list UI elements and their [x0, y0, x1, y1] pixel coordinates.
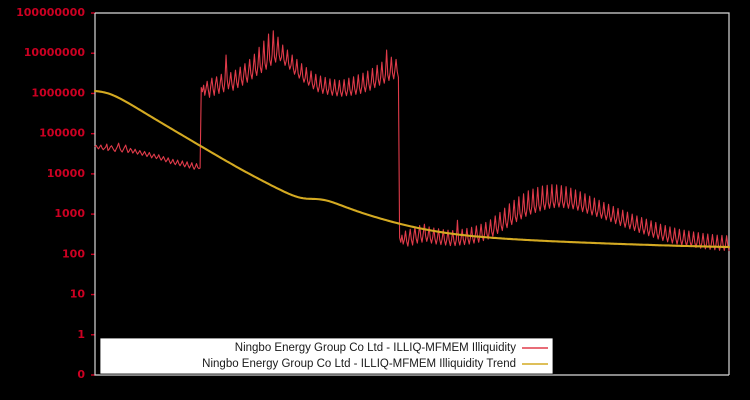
y-axis-tick-marks — [91, 12, 95, 376]
y-axis-tick-label: 0 — [77, 368, 85, 381]
y-axis-tick-label: 10000 — [47, 167, 86, 180]
chart-legend[interactable]: Ningbo Energy Group Co Ltd - ILLIQ-MFMEM… — [99, 337, 554, 375]
legend-label-trend: Ningbo Energy Group Co Ltd - ILLIQ-MFMEM… — [202, 358, 516, 370]
y-axis-tick-label: 100000 — [39, 127, 85, 140]
legend-label-illiquidity: Ningbo Energy Group Co Ltd - ILLIQ-MFMEM… — [235, 342, 516, 354]
y-axis-tick-labels: 1000000001000000010000001000001000010001… — [16, 6, 85, 381]
y-axis-tick-label: 100 — [62, 247, 85, 260]
y-axis-tick-label: 10000000 — [24, 46, 86, 59]
y-axis-tick-label: 1000000 — [31, 86, 85, 99]
data-series-layer — [93, 30, 731, 252]
legend-background — [99, 337, 554, 375]
series-trend-line — [93, 89, 731, 249]
y-axis-tick-label: 1000 — [54, 207, 85, 220]
y-axis-tick-label: 100000000 — [16, 6, 85, 19]
y-axis-tick-label: 1 — [77, 328, 85, 341]
plot-area-frame — [94, 12, 730, 376]
y-axis-tick-label: 10 — [70, 288, 86, 301]
series-illiquidity-line — [94, 30, 730, 252]
